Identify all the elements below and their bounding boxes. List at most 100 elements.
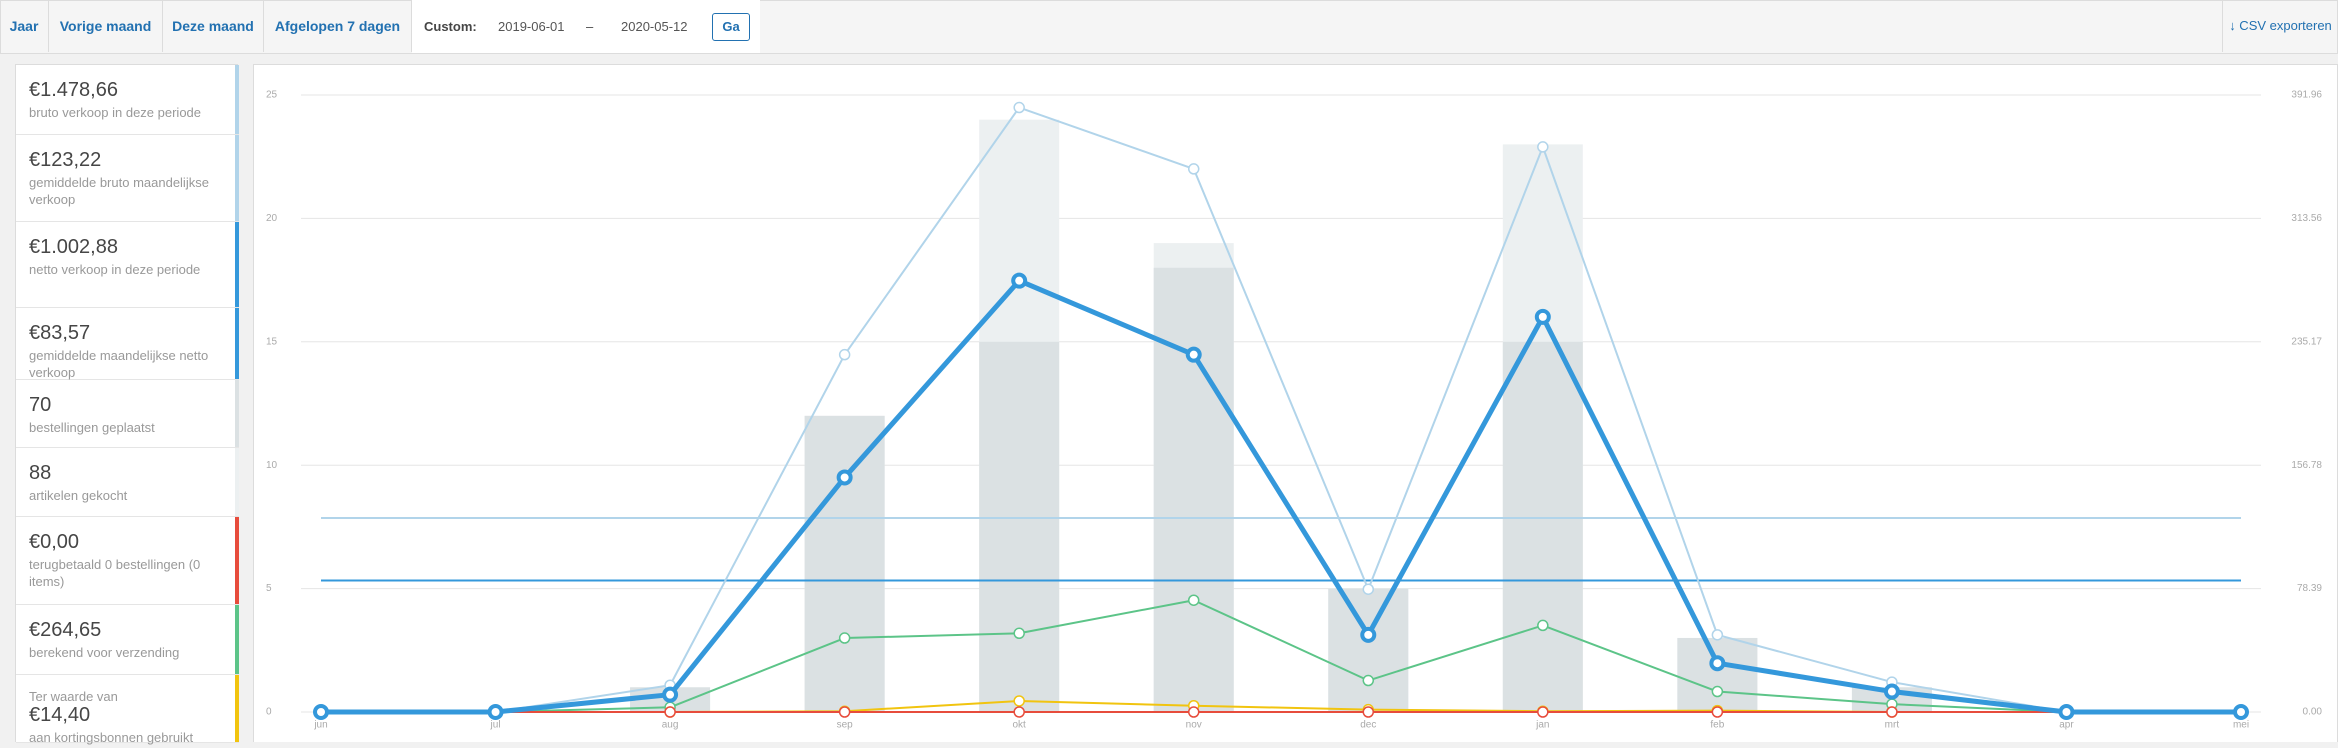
- prefix: Ter waarde van: [29, 689, 118, 704]
- bar: [1328, 588, 1409, 712]
- x-tick-label: okt: [1013, 720, 1027, 731]
- color-bar: [235, 222, 239, 307]
- period-tab[interactable]: Vorige maand: [49, 0, 163, 52]
- x-tick-label: dec: [1360, 720, 1376, 731]
- separator: –: [586, 19, 594, 34]
- y2-tick-label: 235.17: [2291, 336, 2322, 347]
- point: [1711, 629, 1724, 641]
- point: [2058, 704, 2075, 720]
- start-date[interactable]: 2019-06-01: [498, 19, 565, 34]
- x-tick-label: jun: [313, 720, 327, 731]
- x-tick-label: nov: [1186, 720, 1202, 731]
- amount: €123,22: [29, 149, 102, 171]
- y-tick-label: 25: [266, 90, 278, 101]
- point: [1886, 706, 1898, 718]
- description: artikelen gekocht: [29, 488, 128, 503]
- y-tick-label: 10: [266, 460, 278, 471]
- point: [838, 348, 851, 361]
- color-bar: [235, 675, 239, 742]
- description: bruto verkoop in deze periode: [29, 105, 202, 120]
- description: bestellingen geplaatst: [29, 420, 155, 435]
- summary-item: €264,65 berekend voor verzending: [16, 605, 239, 675]
- description: aan kortingsbonnen gebruikt: [29, 730, 194, 745]
- x-tick-label: jan: [1535, 720, 1549, 731]
- point: [838, 706, 851, 718]
- point: [1362, 706, 1375, 718]
- csv-export[interactable]: ↓ CSV exporteren: [2222, 0, 2338, 52]
- chart: 0 5 10 15 20 25 0.00 78.39 156.78 235.17 313.56 391…: [266, 90, 2323, 731]
- period-tab[interactable]: Deze maand: [163, 0, 264, 52]
- point: [1883, 683, 1900, 700]
- amount: €1.478,66: [29, 79, 118, 101]
- y2-tick-label: 78.39: [2297, 583, 2322, 594]
- summary-item: €1.002,88 netto verkoop in deze periode: [16, 222, 239, 308]
- summary-item: 70 bestellingen geplaatst: [16, 380, 239, 448]
- color-bar: [235, 308, 239, 379]
- point: [1187, 594, 1200, 606]
- color-bar: [235, 517, 239, 604]
- amount: €0,00: [29, 531, 80, 553]
- amount: €264,65: [29, 619, 102, 641]
- x-tick-label: mrt: [1885, 720, 1900, 731]
- y2-tick-label: 0.00: [2303, 707, 2323, 718]
- point: [2233, 704, 2249, 720]
- bar: [1153, 267, 1234, 712]
- summary-list: €1.478,66 bruto verkoop in deze periode €1…: [15, 64, 239, 745]
- point: [1537, 619, 1549, 632]
- series-line: [321, 599, 2241, 713]
- point: [836, 469, 853, 486]
- series-line: [321, 106, 2241, 713]
- amount: 88: [29, 462, 52, 484]
- point: [1534, 308, 1551, 325]
- point: [1013, 101, 1025, 114]
- period-tab[interactable]: Jaar: [0, 0, 49, 52]
- color-bar: [235, 605, 239, 674]
- x-tick-label: feb: [1710, 720, 1724, 731]
- color-bar: [235, 135, 239, 221]
- bar: [804, 415, 885, 712]
- amount: €1.002,88: [29, 236, 118, 258]
- point: [664, 706, 676, 718]
- point: [313, 704, 329, 720]
- x-tick-label: apr: [2059, 720, 2074, 731]
- y2-tick-label: 156.78: [2291, 460, 2322, 471]
- point: [838, 632, 851, 644]
- color-bar: [235, 448, 239, 516]
- point: [1187, 706, 1200, 718]
- color-bar: [235, 65, 239, 134]
- color-bar: [235, 380, 239, 447]
- point: [1537, 141, 1549, 153]
- end-date[interactable]: 2020-05-12: [621, 19, 688, 34]
- x-tick-label: sep: [837, 720, 854, 731]
- bar: [1677, 637, 1758, 712]
- summary-item: €123,22 gemiddelde bruto maandelijkse ver…: [16, 135, 239, 222]
- summary-item: €1.478,66 bruto verkoop in deze periode: [16, 65, 239, 135]
- y-tick-label: 20: [266, 213, 278, 224]
- point: [1709, 655, 1726, 672]
- summary-item: €0,00 terugbetaald 0 bestellingen (0 item…: [16, 517, 239, 605]
- summary-item: Ter waarde van €14,40 aan kortingsbonnen g…: [16, 675, 239, 745]
- description: berekend voor verzending: [29, 645, 180, 660]
- y2-tick-label: 391.96: [2291, 90, 2322, 101]
- point: [1711, 706, 1724, 718]
- point: [1362, 674, 1375, 687]
- x-tick-label: jul: [490, 720, 501, 731]
- y-tick-label: 5: [266, 583, 272, 594]
- point: [1013, 706, 1025, 718]
- point: [1185, 346, 1202, 363]
- amount: 70: [29, 394, 52, 416]
- custom-label: Custom:: [424, 19, 477, 34]
- description: terugbetaald 0 bestellingen (0 items): [29, 557, 201, 589]
- period-tab[interactable]: Afgelopen 7 dagen: [264, 0, 412, 52]
- summary-item: €83,57 gemiddelde maandelijkse netto verk…: [16, 308, 239, 380]
- point: [1362, 583, 1375, 595]
- y2-tick-label: 313.56: [2291, 213, 2322, 224]
- toolbar: [0, 0, 2338, 54]
- point: [1011, 272, 1028, 289]
- y-tick-label: 0: [266, 707, 272, 718]
- point: [1711, 685, 1724, 698]
- go-button[interactable]: Ga: [712, 13, 750, 41]
- bar: [1502, 341, 1583, 712]
- point: [1013, 695, 1025, 707]
